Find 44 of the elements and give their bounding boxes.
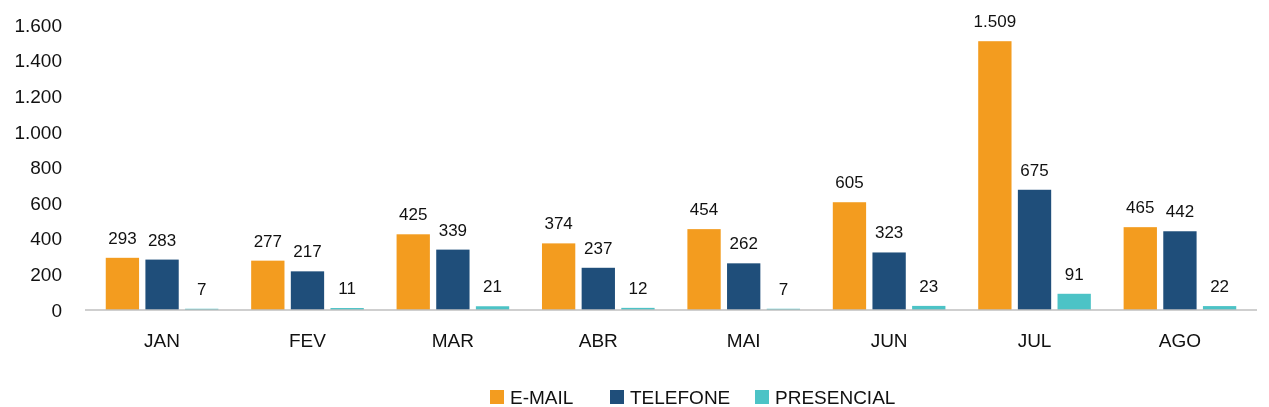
y-tick-label: 200 [30, 264, 62, 286]
data-label: 465 [1126, 198, 1155, 218]
data-label: 91 [1064, 264, 1084, 284]
data-label: 7 [196, 279, 207, 299]
data-label: 237 [584, 238, 613, 258]
y-tick-label: 1.000 [14, 121, 62, 143]
legend-label: E-MAIL [510, 386, 574, 407]
x-tick-label: FEV [289, 330, 327, 351]
x-tick-label: MAR [431, 330, 474, 351]
data-label: 283 [147, 230, 177, 250]
data-label: 374 [544, 214, 573, 234]
data-label: 262 [729, 234, 758, 254]
data-label: 323 [874, 223, 904, 243]
x-tick-label: JAN [144, 330, 181, 351]
data-label: 293 [108, 228, 137, 248]
data-label: 23 [919, 276, 939, 296]
data-label: 454 [689, 200, 719, 220]
data-label: 22 [1210, 277, 1230, 297]
data-label: 277 [253, 231, 283, 251]
data-label: 442 [1165, 202, 1195, 222]
y-tick-label: 1.400 [14, 50, 62, 72]
y-tick-label: 1.200 [14, 85, 62, 107]
y-tick-label: 600 [30, 192, 62, 214]
y-tick-label: 400 [30, 228, 62, 250]
x-tick-label: JUL [1017, 330, 1052, 351]
data-label: 675 [1020, 160, 1049, 180]
data-label: 217 [293, 242, 322, 262]
x-tick-label: JUN [870, 330, 908, 351]
data-label: 11 [338, 279, 356, 299]
data-label: 12 [628, 278, 648, 298]
data-label: 7 [778, 279, 789, 299]
y-tick-label: 0 [51, 299, 62, 321]
data-label: 1.509 [973, 12, 1017, 32]
data-label: 605 [835, 173, 864, 193]
legend-label: TELEFONE [630, 386, 731, 407]
y-tick-label: 1.600 [14, 14, 62, 36]
legend-label: PRESENCIAL [775, 386, 896, 407]
x-tick-label: AGO [1158, 330, 1202, 351]
data-label: 339 [438, 220, 468, 240]
data-label: 21 [483, 277, 502, 297]
y-tick-label: 800 [30, 157, 62, 179]
x-tick-label: ABR [578, 330, 618, 351]
x-tick-label: MAI [726, 330, 761, 351]
data-label: 425 [399, 205, 428, 225]
